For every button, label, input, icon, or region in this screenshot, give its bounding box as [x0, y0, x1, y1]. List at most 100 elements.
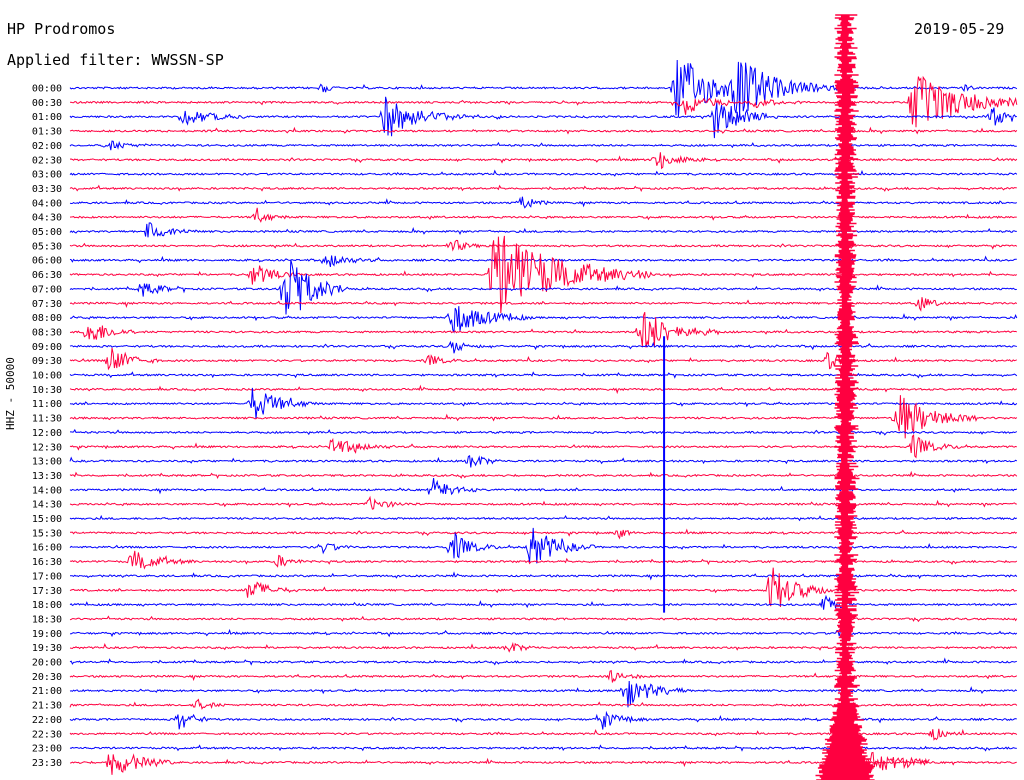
row-label: 17:30: [32, 586, 62, 597]
row-label: 16:30: [32, 557, 62, 568]
row-label: 05:00: [32, 227, 62, 238]
row-label: 09:00: [32, 342, 62, 353]
row-label: 12:00: [32, 428, 62, 439]
filter-label: Applied filter: WWSSN-SP: [7, 51, 224, 69]
row-label: 01:00: [32, 112, 62, 123]
trace-row: [69, 255, 1017, 268]
trace-row: [69, 340, 1017, 354]
trace-row: [69, 387, 1018, 419]
row-label: 05:30: [32, 241, 62, 252]
row-label: 20:00: [32, 658, 62, 669]
trace-row: [69, 728, 1018, 741]
trace-row: [69, 306, 1018, 334]
trace-row: [69, 235, 1018, 314]
trace-row: [69, 567, 1017, 608]
trace-row: [69, 571, 1018, 581]
trace-row: [69, 196, 1017, 209]
trace-row: [69, 222, 1017, 238]
row-label: 10:00: [32, 371, 62, 382]
trace-row: [69, 527, 1018, 564]
row-label: 11:00: [32, 399, 62, 410]
trace-row: [69, 371, 1018, 379]
trace-row: [70, 428, 1018, 436]
trace-row: [69, 347, 1017, 371]
trace-row: [69, 514, 1018, 522]
row-label: 06:30: [32, 270, 62, 281]
trace-row: [70, 75, 1018, 128]
trace-row: [69, 680, 1018, 708]
trace-row: [69, 657, 1017, 666]
trace-row: [69, 312, 1017, 348]
large-event-tail: [843, 749, 930, 779]
row-label: 22:30: [32, 729, 62, 740]
trace-row: [69, 710, 1017, 730]
trace-row: [70, 528, 1018, 540]
row-label: 00:00: [32, 84, 62, 95]
row-label: 21:30: [32, 701, 62, 712]
row-label: 22:00: [32, 715, 62, 726]
row-label: 23:00: [32, 744, 62, 755]
trace-row: [69, 184, 1017, 193]
row-label: 13:30: [32, 471, 62, 482]
row-label: 15:00: [32, 514, 62, 525]
trace-row: [69, 478, 1018, 496]
trace-row: [69, 169, 1018, 177]
row-label: 10:30: [32, 385, 62, 396]
date-label: 2019-05-29: [914, 20, 1005, 38]
row-label: 19:30: [32, 643, 62, 654]
row-label: 14:00: [32, 485, 62, 496]
trace-row: [69, 698, 1018, 710]
row-label: 04:30: [32, 213, 62, 224]
trace-row: [69, 495, 1017, 510]
trace-row: [69, 455, 1018, 468]
row-label: 17:00: [32, 571, 62, 582]
row-label: 03:00: [32, 170, 62, 181]
row-label: 18:00: [32, 600, 62, 611]
row-label: 07:00: [32, 284, 62, 295]
trace-row: [69, 470, 1018, 480]
row-label: 12:30: [32, 442, 62, 453]
trace-row: [69, 59, 1018, 118]
trace-row: [69, 297, 1018, 312]
row-label: 13:00: [32, 457, 62, 468]
trace-row: [69, 615, 1018, 623]
station-title: HP Prodromos: [7, 20, 116, 38]
row-label: 01:30: [32, 127, 62, 138]
row-label: 18:30: [32, 614, 62, 625]
row-label: 09:30: [32, 356, 62, 367]
trace-row: [69, 384, 1018, 395]
row-label: 20:30: [32, 672, 62, 683]
trace-row: [69, 550, 1018, 570]
row-label: 07:30: [32, 299, 62, 310]
trace-row: [69, 744, 1017, 752]
trace-row: [69, 239, 1018, 252]
trace-row: [69, 140, 1017, 151]
row-label: 02:30: [32, 155, 62, 166]
trace-row: [69, 152, 1018, 170]
trace-row: [69, 259, 1017, 315]
row-label: 11:30: [32, 414, 62, 425]
row-label: 19:00: [32, 629, 62, 640]
row-label: 03:30: [32, 184, 62, 195]
row-label: 02:00: [32, 141, 62, 152]
row-label: 08:30: [32, 327, 62, 338]
row-label: 15:30: [32, 528, 62, 539]
trace-row: [69, 207, 1017, 223]
row-label: 14:30: [32, 500, 62, 511]
row-label: 23:30: [32, 758, 62, 769]
trace-row: [69, 669, 1018, 683]
row-label: 00:30: [32, 98, 62, 109]
large-event-band: [815, 14, 875, 780]
trace-row: [69, 395, 1018, 439]
trace-row: [69, 641, 1018, 653]
row-label: 04:00: [32, 198, 62, 209]
trace-row: [69, 625, 1018, 638]
row-label: 06:00: [32, 256, 62, 267]
trace-row: [69, 126, 1018, 135]
trace-row: [69, 434, 1017, 459]
trace-row: [69, 594, 1018, 610]
row-label: 21:00: [32, 686, 62, 697]
trace-row: [69, 96, 1017, 139]
row-label: 16:00: [32, 543, 62, 554]
